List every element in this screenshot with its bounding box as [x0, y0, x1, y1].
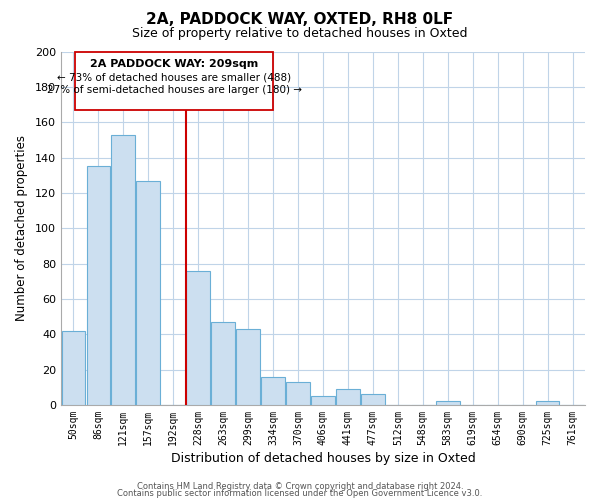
Bar [86, 166, 110, 405]
Bar [187, 270, 210, 405]
Bar [336, 389, 360, 405]
Bar [311, 396, 335, 405]
Bar [361, 394, 385, 405]
Bar [136, 180, 160, 405]
FancyBboxPatch shape [76, 52, 273, 110]
Text: 2A, PADDOCK WAY, OXTED, RH8 0LF: 2A, PADDOCK WAY, OXTED, RH8 0LF [146, 12, 454, 28]
X-axis label: Distribution of detached houses by size in Oxted: Distribution of detached houses by size … [170, 452, 475, 465]
Bar [261, 376, 285, 405]
Text: Contains public sector information licensed under the Open Government Licence v3: Contains public sector information licen… [118, 490, 482, 498]
Y-axis label: Number of detached properties: Number of detached properties [15, 135, 28, 321]
Bar [62, 330, 85, 405]
Text: Contains HM Land Registry data © Crown copyright and database right 2024.: Contains HM Land Registry data © Crown c… [137, 482, 463, 491]
Text: 27% of semi-detached houses are larger (180) →: 27% of semi-detached houses are larger (… [47, 85, 302, 95]
Bar [436, 402, 460, 405]
Bar [536, 402, 559, 405]
Text: 2A PADDOCK WAY: 209sqm: 2A PADDOCK WAY: 209sqm [90, 58, 259, 68]
Bar [112, 134, 135, 405]
Bar [286, 382, 310, 405]
Bar [211, 322, 235, 405]
Text: Size of property relative to detached houses in Oxted: Size of property relative to detached ho… [132, 28, 468, 40]
Bar [236, 329, 260, 405]
Text: ← 73% of detached houses are smaller (488): ← 73% of detached houses are smaller (48… [57, 72, 291, 83]
